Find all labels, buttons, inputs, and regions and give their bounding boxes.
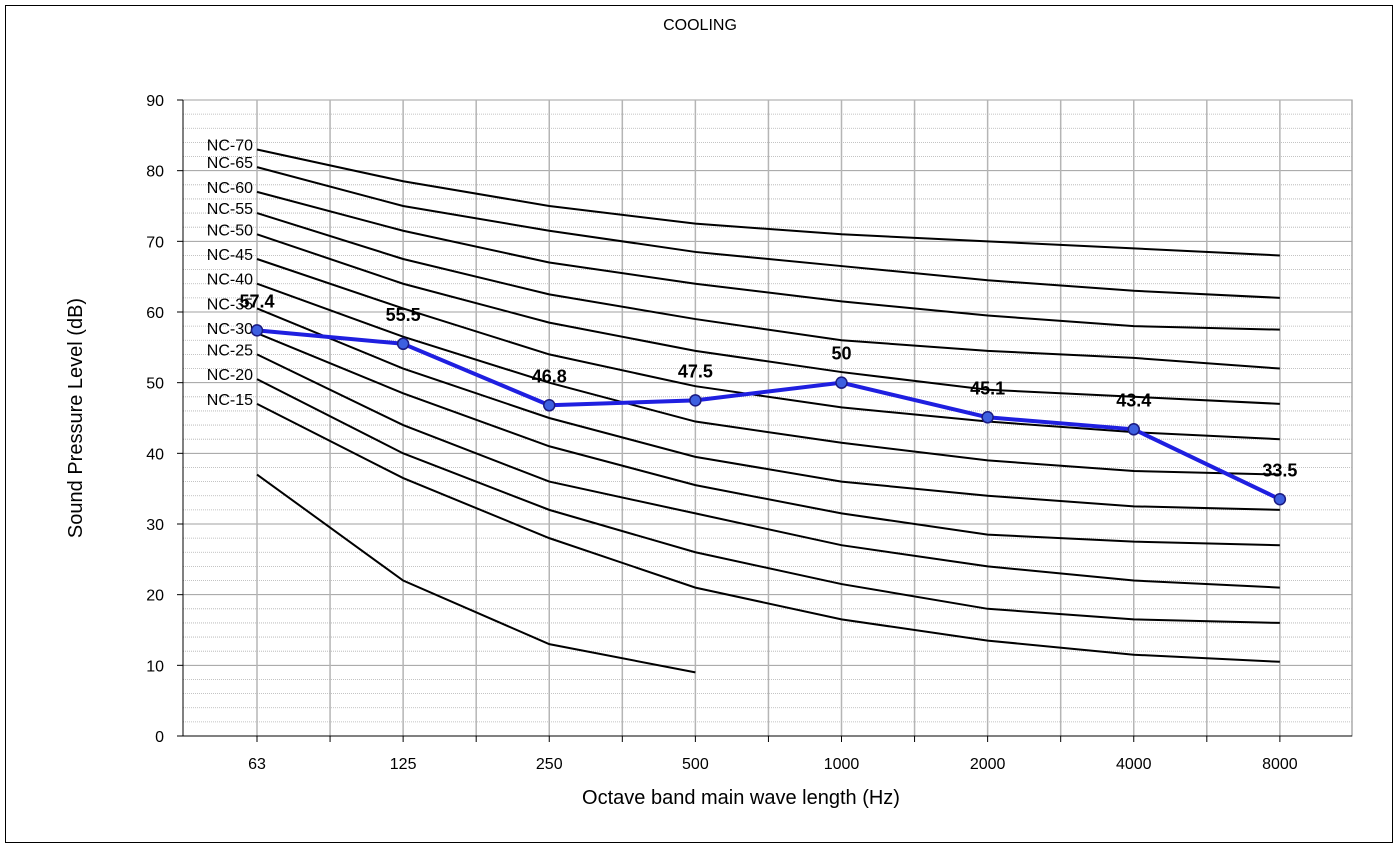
y-tick-label: 30 — [146, 517, 164, 534]
nc-curve-label: NC-70 — [207, 137, 253, 154]
nc-curve — [256, 473, 696, 674]
x-tick-label: 63 — [248, 756, 266, 773]
axes: 0 10 20 30 40 50 60 70 80 90 63 125 250 500 1000 2000 40… — [146, 93, 1352, 773]
nc-curve — [256, 233, 1280, 405]
y-tick-label: 90 — [146, 93, 164, 110]
nc-curve — [256, 332, 1280, 547]
nc-curve-label: NC-15 — [207, 392, 253, 409]
data-label: 45.1 — [970, 378, 1005, 398]
nc-curve — [256, 353, 1280, 589]
x-tick-label: 8000 — [1262, 756, 1298, 773]
nc-curve — [256, 190, 1280, 331]
nc-curve-label: NC-55 — [207, 201, 253, 218]
nc-curve — [256, 148, 1280, 257]
measured-point — [835, 376, 848, 389]
measured-point — [981, 411, 994, 424]
data-label: 46.8 — [532, 366, 567, 386]
plot-area — [182, 99, 1353, 737]
nc-curve-label: NC-35 — [207, 296, 253, 313]
nc-curve — [256, 307, 1280, 511]
data-label: 50 — [831, 344, 851, 364]
y-tick-label: 80 — [146, 164, 164, 181]
measured-point — [1127, 423, 1140, 436]
measured-point — [250, 324, 264, 337]
chart-title: COOLING — [663, 17, 737, 34]
y-tick-label: 10 — [146, 658, 164, 675]
nc-curve-label: NC-20 — [207, 367, 253, 384]
measured-point — [543, 399, 556, 412]
nc-curve — [256, 378, 1280, 624]
x-tick-label: 250 — [536, 756, 563, 773]
measured-point — [1273, 493, 1287, 506]
nc-curve — [256, 402, 1280, 663]
x-tick-label: 2000 — [970, 756, 1006, 773]
y-tick-label: 20 — [146, 588, 164, 605]
x-tick-label: 125 — [390, 756, 417, 773]
x-tick-label: 4000 — [1116, 756, 1152, 773]
nc-curve-label: NC-45 — [207, 247, 253, 264]
y-tick-label: 50 — [146, 376, 164, 393]
measured-point — [689, 394, 702, 407]
nc-curve — [256, 258, 1280, 441]
x-axis-title: Octave band main wave length (Hz) — [582, 787, 900, 809]
y-axis-title: Sound Pressure Level (dB) — [65, 298, 87, 538]
nc-curve — [256, 212, 1280, 370]
nc-curve-label: NC-40 — [207, 272, 253, 289]
y-tick-label: 60 — [146, 305, 164, 322]
nc-curve-label: NC-50 — [207, 222, 253, 239]
nc-curve-label: NC-65 — [207, 155, 253, 172]
grid — [182, 99, 1353, 737]
y-tick-label: 70 — [146, 234, 164, 251]
measured-point — [396, 337, 410, 351]
y-tick-label: 40 — [146, 446, 164, 463]
x-tick-label: 500 — [682, 756, 709, 773]
nc-curve — [256, 282, 1280, 476]
data-label: 55.5 — [386, 305, 421, 325]
data-label: 33.5 — [1262, 460, 1297, 480]
x-tick-label: 1000 — [824, 756, 860, 773]
y-tick-label: 0 — [155, 729, 164, 746]
nc-curve-label: NC-30 — [207, 321, 253, 338]
data-label: 57.4 — [239, 291, 274, 311]
data-label: 43.4 — [1116, 390, 1151, 410]
nc-curve-label: NC-25 — [207, 342, 253, 359]
nc-curve — [256, 166, 1280, 299]
measured-line — [256, 328, 1281, 502]
measured-series: 57.4 55.5 46.8 47.5 50 45.1 43.4 33.5 — [239, 291, 1297, 506]
nc-curve-label: NC-60 — [207, 180, 253, 197]
data-label: 47.5 — [678, 361, 713, 381]
